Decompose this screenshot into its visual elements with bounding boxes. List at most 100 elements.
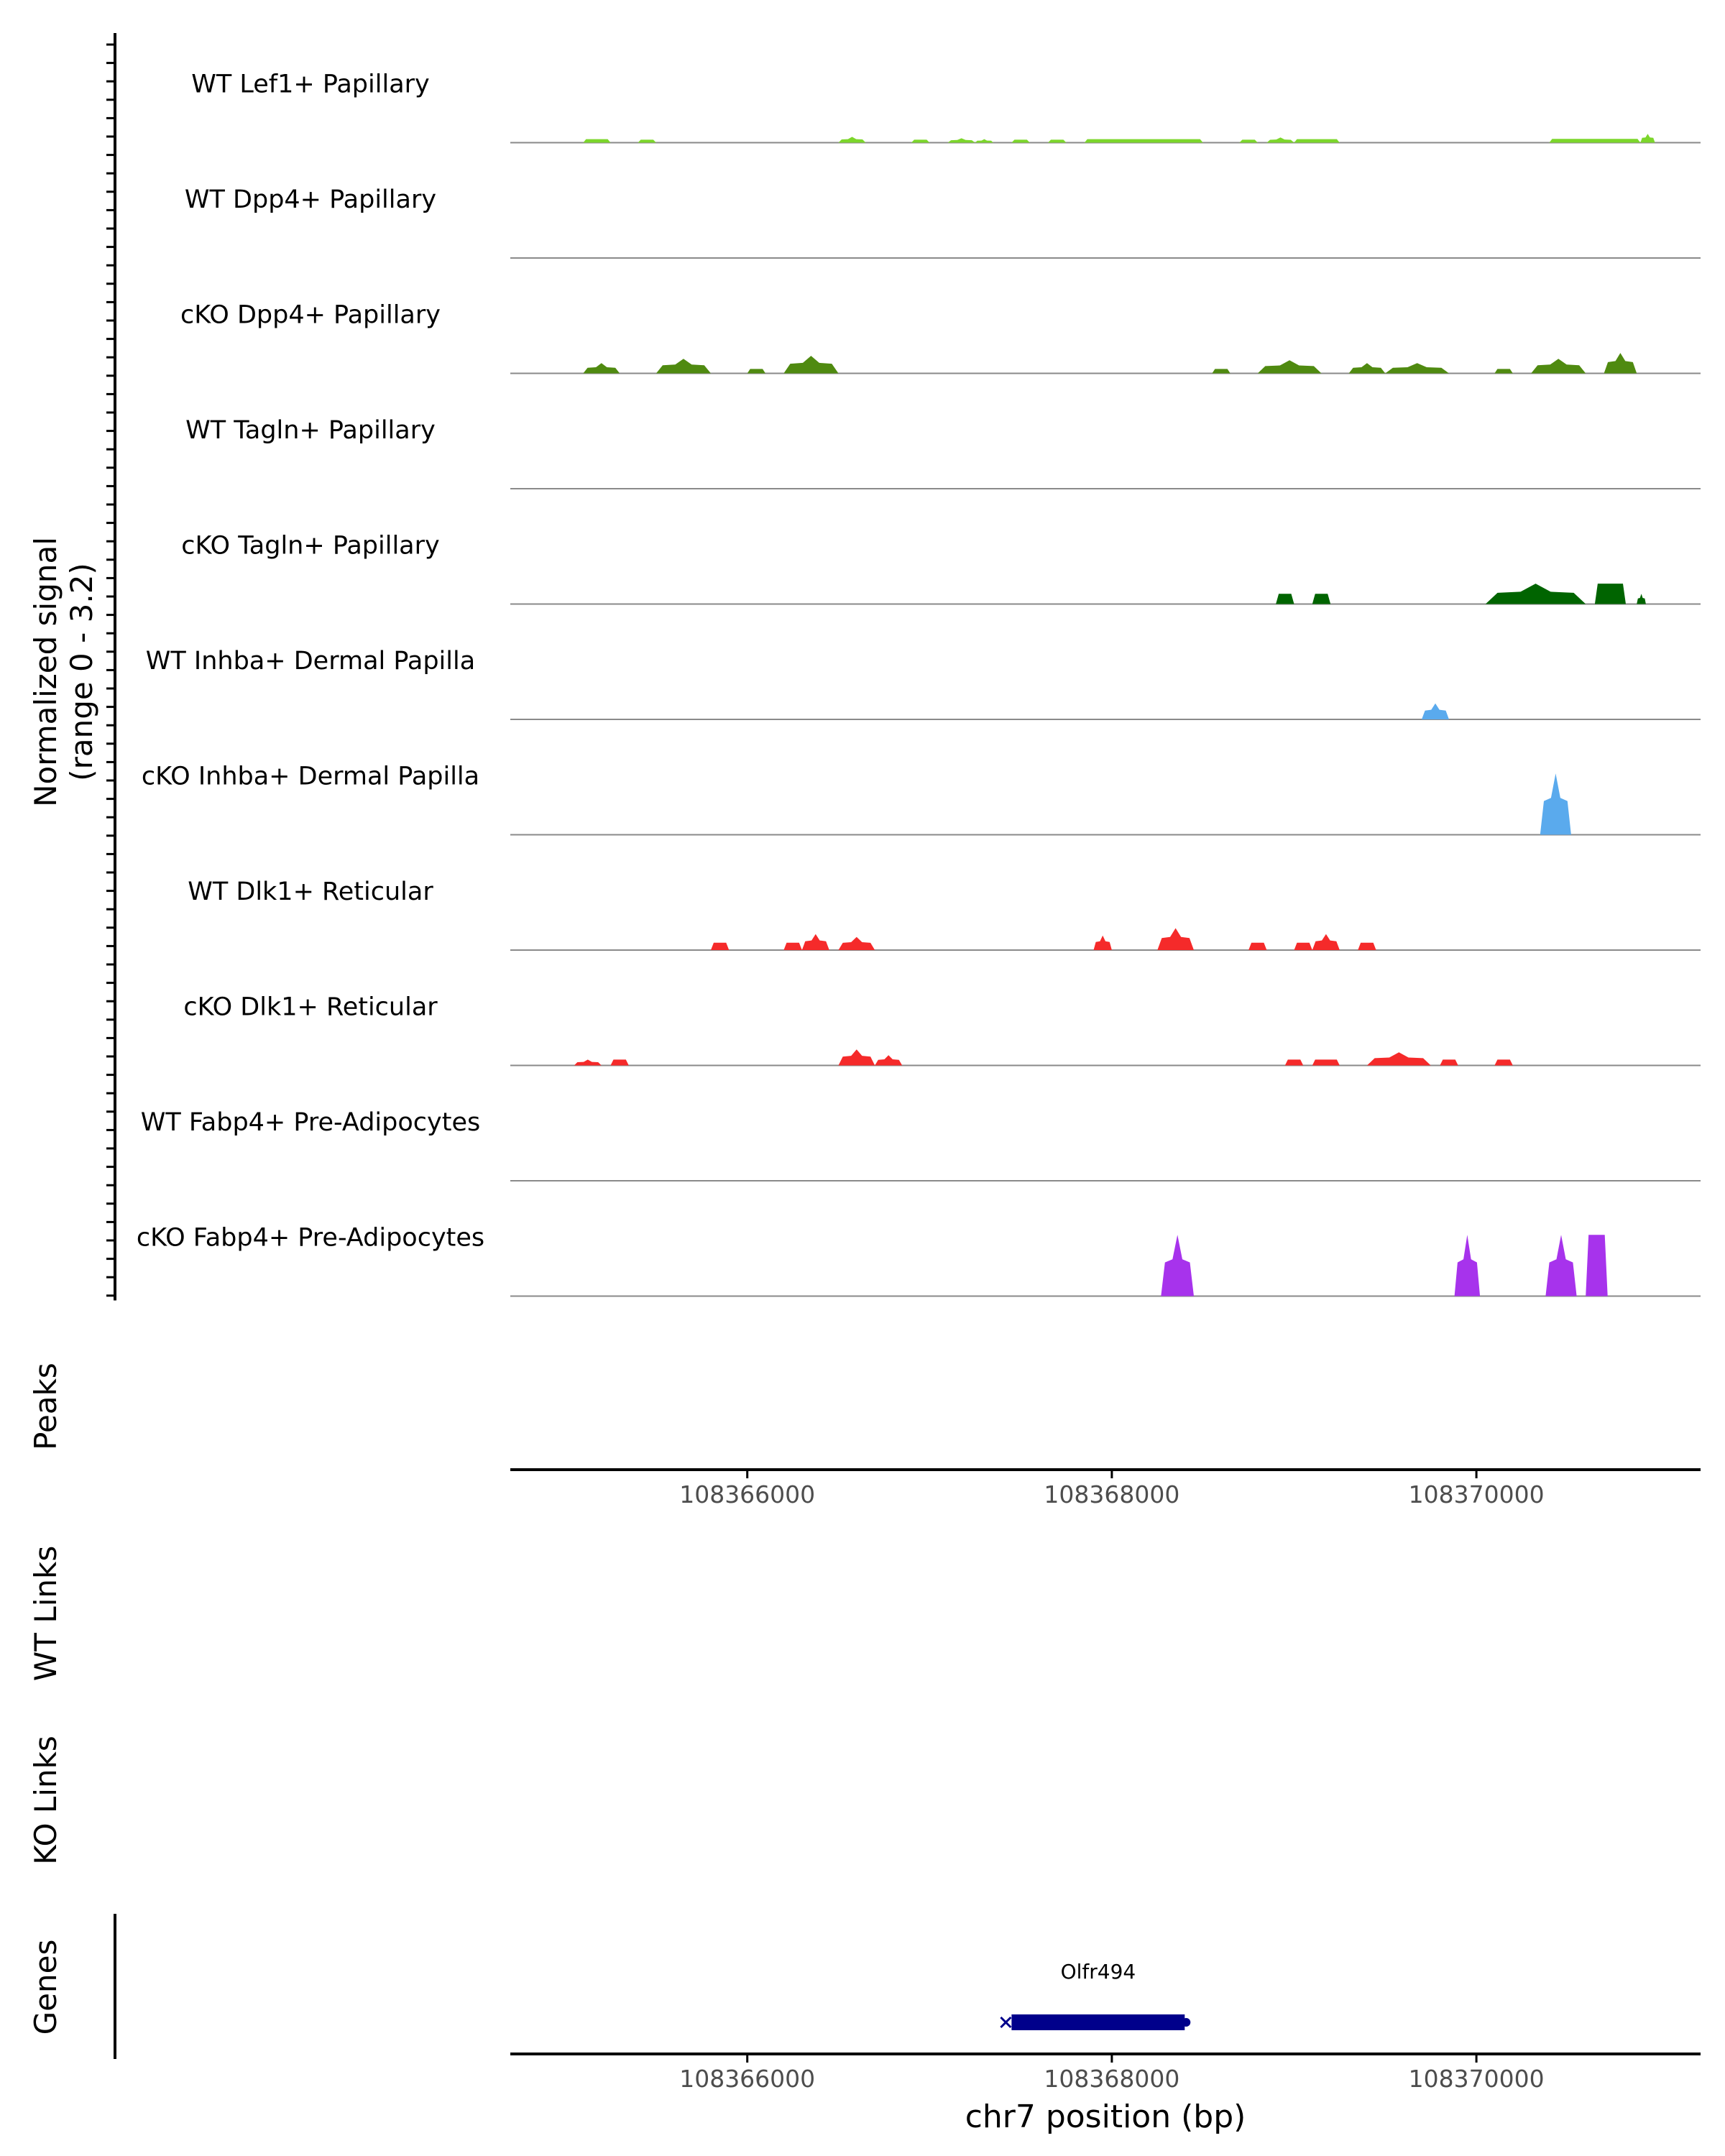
track-label: WT Dpp4+ Papillary: [185, 185, 436, 214]
coverage-peak: [1540, 773, 1571, 835]
coverage-peak: [1604, 353, 1637, 374]
gene-model: Olfr494: [1000, 1960, 1191, 2030]
wt-links-label: WT Links: [28, 1546, 63, 1681]
coverage-peak: [1358, 942, 1376, 950]
track: WT Tagln+ Papillary: [185, 416, 1701, 489]
coverage-peak: [1248, 942, 1267, 950]
x-tick-label: 108368000: [1044, 2065, 1179, 2093]
coverage-peak: [1348, 363, 1386, 374]
coverage-peak: [610, 1059, 629, 1066]
x-tick-label: 108366000: [679, 1480, 815, 1508]
coverage-peak: [1048, 139, 1067, 143]
gene-end-marker: [1182, 2018, 1191, 2027]
track: WT Inhba+ Dermal Papilla: [146, 647, 1701, 720]
coverage-peak: [1549, 139, 1641, 143]
coverage-peak: [911, 139, 930, 143]
genes-label: Genes: [28, 1940, 63, 2035]
coverage-peak: [574, 1059, 602, 1066]
coverage-peak: [583, 139, 611, 143]
coverage-peak: [1545, 1235, 1577, 1296]
track: WT Fabp4+ Pre-Adipocytes: [141, 1108, 1701, 1181]
track-label: cKO Tagln+ Papillary: [181, 532, 440, 561]
coverage-peak: [1312, 1059, 1340, 1066]
coverage-peak: [1257, 360, 1322, 374]
track-label: cKO Fabp4+ Pre-Adipocytes: [137, 1224, 484, 1253]
x-tick-label: 108368000: [1044, 1480, 1179, 1508]
coverage-peak: [1494, 369, 1513, 374]
coverage-peak: [1422, 703, 1449, 719]
coverage-peak: [1637, 594, 1646, 604]
coverage-peak: [1239, 139, 1258, 143]
x-tick-label: 108366000: [679, 2065, 815, 2093]
track: cKO Inhba+ Dermal Papilla: [142, 763, 1701, 836]
track-label: WT Tagln+ Papillary: [185, 416, 436, 445]
coverage-peak: [1312, 934, 1340, 950]
coverage-peak: [783, 942, 802, 950]
track-label: WT Lef1+ Papillary: [191, 70, 430, 99]
coverage-y-label: Normalized signal: [28, 537, 63, 807]
track: cKO Fabp4+ Pre-Adipocytes: [137, 1224, 1701, 1297]
coverage-peak: [1276, 594, 1294, 604]
coverage-peak: [947, 138, 975, 143]
peaks-x-axis: 108366000 108368000 108370000: [510, 1468, 1701, 1508]
coverage-peak: [638, 139, 656, 143]
coverage-peak: [1485, 584, 1586, 604]
coverage-peak: [1366, 1052, 1431, 1066]
coverage-peak: [1440, 1059, 1458, 1066]
coverage-y-label-range: (range 0 - 3.2): [64, 563, 99, 781]
coverage-peak: [783, 356, 839, 374]
coverage-peak: [1594, 584, 1626, 604]
coverage-peak: [838, 1049, 875, 1066]
x-tick-label: 108370000: [1409, 1480, 1545, 1508]
track: WT Dlk1+ Reticular: [188, 877, 1701, 951]
track-label: WT Dlk1+ Reticular: [188, 877, 433, 906]
coverage-peak: [1157, 928, 1194, 950]
track-label: cKO Dlk1+ Reticular: [183, 993, 438, 1022]
track-label: cKO Dpp4+ Papillary: [180, 301, 441, 330]
coverage-peak: [1161, 1235, 1194, 1296]
gene-body: [1011, 2014, 1185, 2030]
coverage-peak: [1284, 1059, 1304, 1066]
track: WT Dpp4+ Papillary: [185, 185, 1701, 259]
coverage-y-axis: [106, 33, 116, 1301]
coverage-peak: [1586, 1235, 1608, 1296]
x-axis-title: chr7 position (bp): [965, 2099, 1246, 2135]
peaks-label: Peaks: [28, 1363, 63, 1450]
coverage-peak: [711, 942, 730, 950]
coverage-peak: [1385, 363, 1449, 374]
coverage-peak: [1294, 139, 1340, 143]
x-tick-label: 108370000: [1409, 2065, 1545, 2093]
coverage-peak: [801, 934, 829, 950]
track-label: WT Inhba+ Dermal Papilla: [146, 647, 475, 676]
track: cKO Tagln+ Papillary: [181, 532, 1701, 605]
ko-links-label: KO Links: [28, 1736, 63, 1865]
track-label: WT Fabp4+ Pre-Adipocytes: [141, 1108, 480, 1137]
coverage-peak: [747, 369, 765, 374]
coverage-peak: [1494, 1059, 1513, 1066]
coverage-peak: [1531, 359, 1586, 374]
track-label: cKO Inhba+ Dermal Papilla: [142, 763, 479, 791]
genes-x-axis: 108366000 108368000 108370000: [510, 2053, 1701, 2093]
coverage-tracks: WT Lef1+ Papillary WT Dpp4+ Papillary cKO …: [137, 70, 1701, 1297]
coverage-peak: [1011, 139, 1030, 143]
coverage-peak: [656, 359, 711, 374]
coverage-peak: [1212, 369, 1230, 374]
coverage-peak: [1266, 137, 1294, 143]
coverage-peak: [838, 137, 866, 143]
coverage-peak: [838, 936, 875, 950]
track: WT Lef1+ Papillary: [191, 70, 1701, 144]
coverage-peak: [875, 1055, 903, 1066]
track: cKO Dlk1+ Reticular: [183, 993, 1701, 1067]
coverage-peak: [975, 139, 993, 143]
coverage-peak: [1640, 134, 1655, 143]
gene-label: Olfr494: [1061, 1960, 1136, 1984]
coverage-peak: [583, 363, 620, 374]
coverage-peak: [1312, 594, 1331, 604]
coverage-peak: [1294, 942, 1312, 950]
coverage-peak: [1454, 1235, 1481, 1296]
track: cKO Dpp4+ Papillary: [180, 301, 1701, 374]
coverage-peak: [1084, 139, 1203, 143]
coverage-peak: [1093, 935, 1112, 950]
strand-arrow-icon: [1000, 2016, 1012, 2029]
